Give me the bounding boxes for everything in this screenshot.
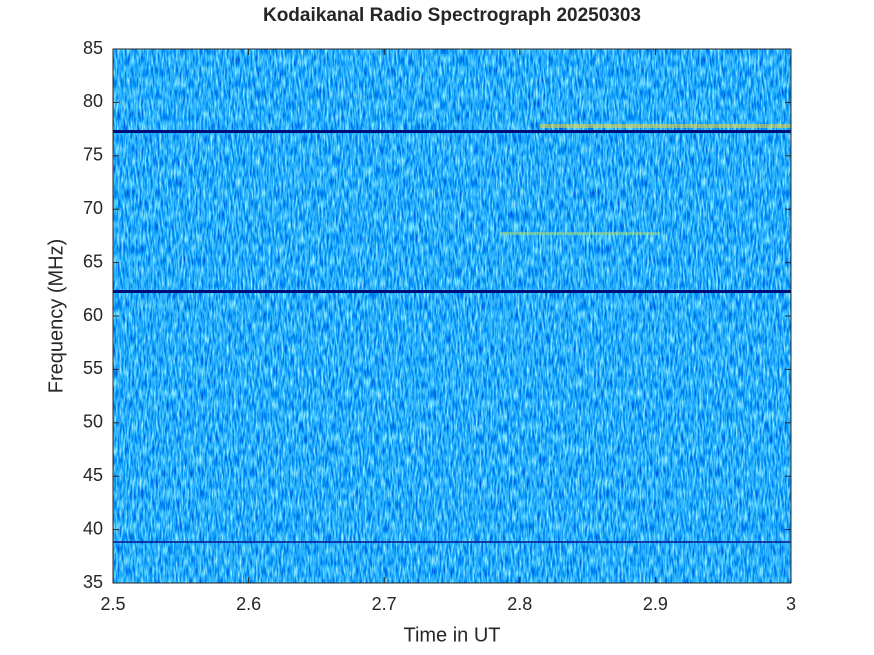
y-tick-label: 40 [83, 518, 103, 538]
y-tick-label: 50 [83, 412, 103, 432]
y-tick-label: 80 [83, 91, 103, 111]
x-tick-label: 2.7 [372, 594, 397, 614]
y-tick-label: 35 [83, 572, 103, 592]
x-tick-label: 3 [786, 594, 796, 614]
x-tick-label: 2.5 [100, 594, 125, 614]
x-tick-label: 2.8 [507, 594, 532, 614]
y-tick-label: 60 [83, 305, 103, 325]
y-tick-label: 65 [83, 251, 103, 271]
y-tick-label: 70 [83, 198, 103, 218]
spectrogram-texture [113, 49, 791, 583]
x-tick-label: 2.9 [643, 594, 668, 614]
y-tick-label: 45 [83, 465, 103, 485]
band-feature [113, 130, 791, 133]
band-feature [113, 290, 791, 293]
y-tick-label: 55 [83, 358, 103, 378]
x-axis-label: Time in UT [403, 624, 500, 646]
x-tick-label: 2.6 [236, 594, 261, 614]
plot-area [112, 48, 792, 584]
band-feature [500, 232, 660, 235]
band-feature [540, 124, 791, 128]
chart-title: Kodaikanal Radio Spectrograph 20250303 [263, 5, 641, 26]
y-tick-label: 75 [83, 145, 103, 165]
y-tick-label: 85 [83, 38, 103, 58]
band-feature [113, 541, 791, 543]
y-axis-label: Frequency (MHz) [45, 239, 67, 393]
